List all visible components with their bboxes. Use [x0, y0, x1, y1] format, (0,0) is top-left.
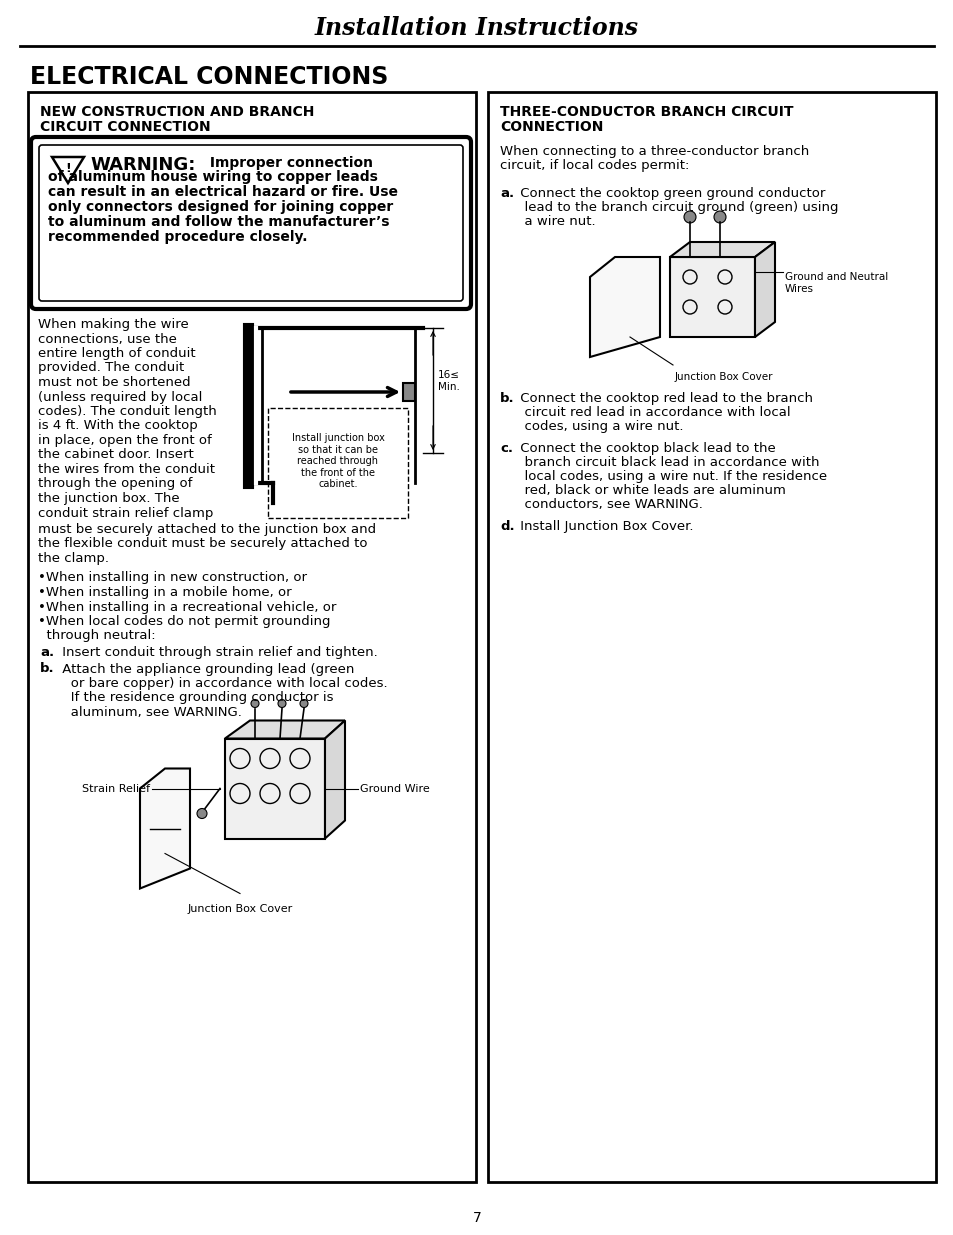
Text: must be securely attached to the junction box and: must be securely attached to the junctio… [38, 522, 375, 536]
Circle shape [277, 699, 286, 708]
Text: 7: 7 [472, 1212, 481, 1225]
Circle shape [251, 699, 258, 708]
Text: codes, using a wire nut.: codes, using a wire nut. [516, 420, 682, 433]
Text: codes). The conduit length: codes). The conduit length [38, 405, 216, 417]
Text: in place, open the front of: in place, open the front of [38, 433, 212, 447]
Circle shape [713, 211, 725, 224]
Text: •When installing in new construction, or: •When installing in new construction, or [38, 572, 307, 584]
Polygon shape [669, 242, 774, 257]
Text: Install Junction Box Cover.: Install Junction Box Cover. [516, 520, 693, 534]
Text: Strain Relief: Strain Relief [82, 783, 150, 794]
Text: When connecting to a three-conductor branch: When connecting to a three-conductor bra… [499, 144, 808, 158]
Text: NEW CONSTRUCTION AND BRANCH: NEW CONSTRUCTION AND BRANCH [40, 105, 314, 119]
Text: b.: b. [499, 391, 514, 405]
Text: red, black or white leads are aluminum: red, black or white leads are aluminum [516, 484, 785, 496]
Text: Insert conduit through strain relief and tighten.: Insert conduit through strain relief and… [58, 646, 377, 659]
Text: Ground and Neutral
Wires: Ground and Neutral Wires [784, 272, 887, 294]
Bar [28, 91, 476, 1182]
Text: only connectors designed for joining copper: only connectors designed for joining cop… [48, 200, 393, 214]
Text: (unless required by local: (unless required by local [38, 390, 202, 404]
Text: through neutral:: through neutral: [38, 630, 155, 642]
Text: entire length of conduit: entire length of conduit [38, 347, 195, 359]
Text: CONNECTION: CONNECTION [499, 120, 602, 135]
Text: Installation Instructions: Installation Instructions [314, 16, 639, 40]
Polygon shape [52, 157, 84, 183]
Text: can result in an electrical hazard or fire. Use: can result in an electrical hazard or fi… [48, 185, 397, 199]
Text: When making the wire: When making the wire [38, 317, 189, 331]
Text: Install junction box
so that it can be
reached through
the front of the
cabinet.: Install junction box so that it can be r… [292, 433, 384, 489]
Text: branch circuit black lead in accordance with: branch circuit black lead in accordance … [516, 456, 819, 469]
Text: b.: b. [40, 662, 54, 676]
Bar [669, 257, 754, 337]
Text: recommended procedure closely.: recommended procedure closely. [48, 230, 307, 245]
Polygon shape [140, 768, 190, 888]
Text: WARNING:: WARNING: [90, 156, 195, 174]
Text: 16≤
Min.: 16≤ Min. [437, 370, 459, 391]
Text: the wires from the conduit: the wires from the conduit [38, 463, 214, 475]
Text: a.: a. [40, 646, 54, 659]
Text: the cabinet door. Insert: the cabinet door. Insert [38, 448, 193, 462]
Text: the flexible conduit must be securely attached to: the flexible conduit must be securely at… [38, 537, 367, 551]
Text: circuit, if local codes permit:: circuit, if local codes permit: [499, 159, 689, 172]
Text: connections, use the: connections, use the [38, 332, 176, 346]
Text: THREE-CONDUCTOR BRANCH CIRCUIT: THREE-CONDUCTOR BRANCH CIRCUIT [499, 105, 793, 119]
Text: through the opening of: through the opening of [38, 478, 193, 490]
Text: conductors, see WARNING.: conductors, see WARNING. [516, 498, 702, 511]
Text: aluminum, see WARNING.: aluminum, see WARNING. [58, 706, 242, 719]
Text: If the residence grounding conductor is: If the residence grounding conductor is [58, 692, 334, 704]
Circle shape [299, 699, 308, 708]
FancyBboxPatch shape [39, 144, 462, 301]
Text: Attach the appliance grounding lead (green: Attach the appliance grounding lead (gre… [58, 662, 354, 676]
Text: the clamp.: the clamp. [38, 552, 109, 564]
Text: the junction box. The: the junction box. The [38, 492, 179, 505]
Text: CIRCUIT CONNECTION: CIRCUIT CONNECTION [40, 120, 211, 135]
Text: Connect the cooktop green ground conductor: Connect the cooktop green ground conduct… [516, 186, 824, 200]
Text: c.: c. [499, 442, 513, 454]
Polygon shape [325, 720, 345, 839]
Polygon shape [754, 242, 774, 337]
Bar [488, 91, 935, 1182]
Text: a wire nut.: a wire nut. [516, 215, 595, 228]
Text: or bare copper) in accordance with local codes.: or bare copper) in accordance with local… [58, 677, 387, 690]
Bar [225, 739, 325, 839]
Text: Improper connection: Improper connection [205, 156, 373, 170]
Text: Connect the cooktop red lead to the branch: Connect the cooktop red lead to the bran… [516, 391, 812, 405]
Text: •When installing in a recreational vehicle, or: •When installing in a recreational vehic… [38, 600, 336, 614]
Text: is 4 ft. With the cooktop: is 4 ft. With the cooktop [38, 420, 197, 432]
Text: Junction Box Cover: Junction Box Cover [187, 904, 293, 914]
FancyBboxPatch shape [30, 137, 471, 309]
Bar [402, 383, 415, 401]
Text: must not be shortened: must not be shortened [38, 375, 191, 389]
Circle shape [196, 809, 207, 819]
Text: local codes, using a wire nut. If the residence: local codes, using a wire nut. If the re… [516, 471, 826, 483]
Text: to aluminum and follow the manufacturer’s: to aluminum and follow the manufacturer’… [48, 215, 389, 228]
Text: •When local codes do not permit grounding: •When local codes do not permit groundin… [38, 615, 330, 629]
Text: •When installing in a mobile home, or: •When installing in a mobile home, or [38, 585, 292, 599]
Text: ELECTRICAL CONNECTIONS: ELECTRICAL CONNECTIONS [30, 65, 388, 89]
Text: of aluminum house wiring to copper leads: of aluminum house wiring to copper leads [48, 170, 377, 184]
Text: d.: d. [499, 520, 514, 534]
Text: circuit red lead in accordance with local: circuit red lead in accordance with loca… [516, 406, 790, 419]
Circle shape [683, 211, 696, 224]
Text: !: ! [65, 163, 71, 175]
Text: Junction Box Cover: Junction Box Cover [675, 372, 773, 382]
Text: Ground Wire: Ground Wire [359, 783, 429, 794]
Text: provided. The conduit: provided. The conduit [38, 362, 184, 374]
Text: Connect the cooktop black lead to the: Connect the cooktop black lead to the [516, 442, 775, 454]
Text: lead to the branch circuit ground (green) using: lead to the branch circuit ground (green… [516, 201, 838, 214]
Polygon shape [225, 720, 345, 739]
Text: a.: a. [499, 186, 514, 200]
Polygon shape [589, 257, 659, 357]
Text: conduit strain relief clamp: conduit strain relief clamp [38, 506, 213, 520]
Bar [268, 408, 408, 517]
